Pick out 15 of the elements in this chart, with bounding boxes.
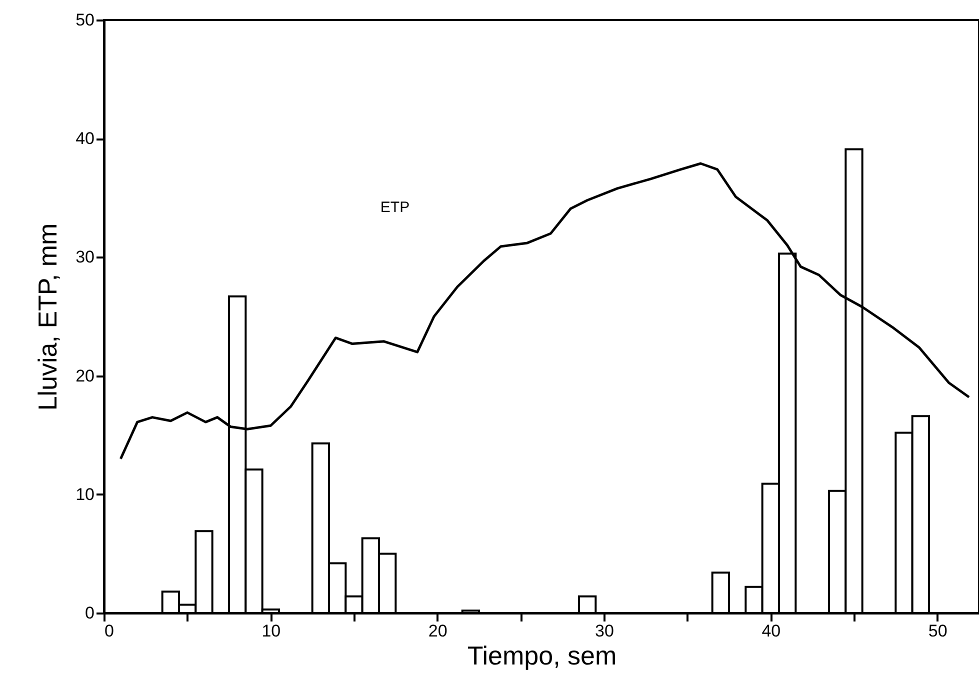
x-tick-label: 0 — [104, 622, 114, 640]
y-axis-title: Lluvia, ETP, mm — [32, 223, 63, 411]
x-tick-label: 30 — [595, 622, 614, 640]
y-tick-label: 20 — [76, 366, 94, 386]
y-tick-label: 50 — [76, 10, 94, 30]
x-tick-label: 10 — [262, 622, 281, 640]
text: ETP — [380, 199, 410, 216]
y-tick-label: 30 — [76, 248, 94, 267]
y-tick-label: 40 — [76, 129, 94, 148]
x-axis-title: Tiempo, sem — [467, 640, 617, 670]
x-tick-label: 50 — [928, 622, 948, 640]
x-tick-label: 20 — [428, 622, 448, 640]
x-tick-label: 40 — [762, 622, 781, 640]
y-tick-label: 10 — [76, 484, 94, 504]
y-tick-label: 0 — [85, 604, 94, 622]
